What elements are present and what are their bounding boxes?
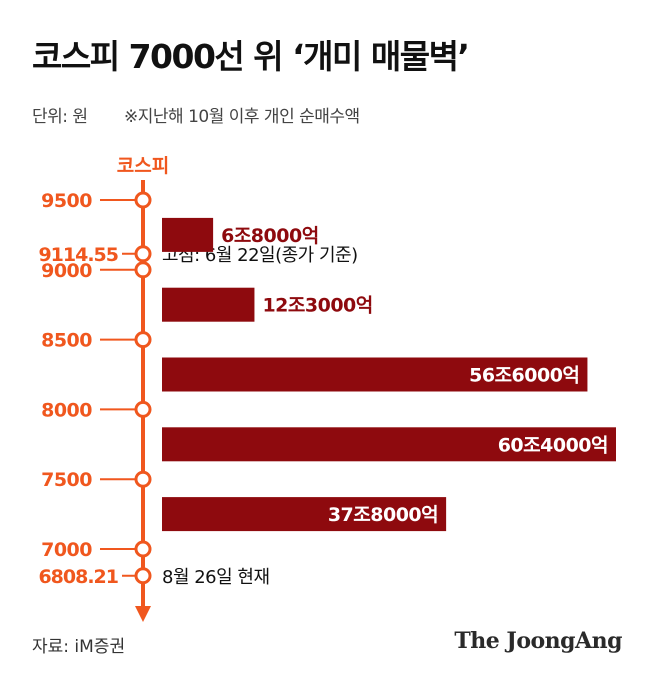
publisher-logo: The JoongAng bbox=[454, 628, 622, 654]
axis-title: 코스피 bbox=[117, 155, 169, 177]
bar-label: 37조8000억 bbox=[328, 504, 438, 526]
tick-dot bbox=[134, 331, 152, 349]
bar-label: 12조3000억 bbox=[262, 295, 372, 317]
marker-annotation: 8월 26일 현재 bbox=[162, 567, 270, 588]
tick-label: 7000 bbox=[41, 539, 92, 561]
marker-dot bbox=[134, 245, 152, 263]
bar-label: 60조4000억 bbox=[498, 434, 608, 456]
tick-dot bbox=[134, 540, 152, 558]
tick-dot bbox=[134, 400, 152, 418]
tick-label: 9000 bbox=[41, 260, 92, 282]
bar-label: 56조6000억 bbox=[469, 365, 579, 387]
bar bbox=[162, 287, 255, 322]
marker-tick-label: 9114.55 bbox=[38, 244, 118, 266]
marker-tick-label: 6808.21 bbox=[38, 566, 118, 588]
note-label: ※지난해 10월 이후 개인 순매수액 bbox=[124, 107, 360, 127]
tick-dot bbox=[134, 470, 152, 488]
unit-label: 단위: 원 bbox=[32, 107, 88, 127]
tick-label: 8500 bbox=[41, 330, 92, 352]
marker-dot bbox=[134, 567, 152, 585]
chart-title: 코스피 7000선 위 ‘개미 매물벽’ bbox=[32, 37, 470, 76]
tick-label: 8000 bbox=[41, 399, 92, 421]
bar bbox=[162, 427, 616, 462]
tick-label: 9500 bbox=[41, 190, 92, 212]
tick-label: 7500 bbox=[41, 469, 92, 491]
bar bbox=[162, 497, 447, 532]
bar bbox=[162, 357, 588, 392]
tick-dot bbox=[134, 191, 152, 209]
bar bbox=[162, 217, 214, 252]
axis-arrow bbox=[135, 606, 151, 622]
bar-label: 6조8000억 bbox=[221, 225, 319, 247]
source-label: 자료: iM증권 bbox=[32, 637, 126, 657]
tick-dot bbox=[134, 261, 152, 279]
